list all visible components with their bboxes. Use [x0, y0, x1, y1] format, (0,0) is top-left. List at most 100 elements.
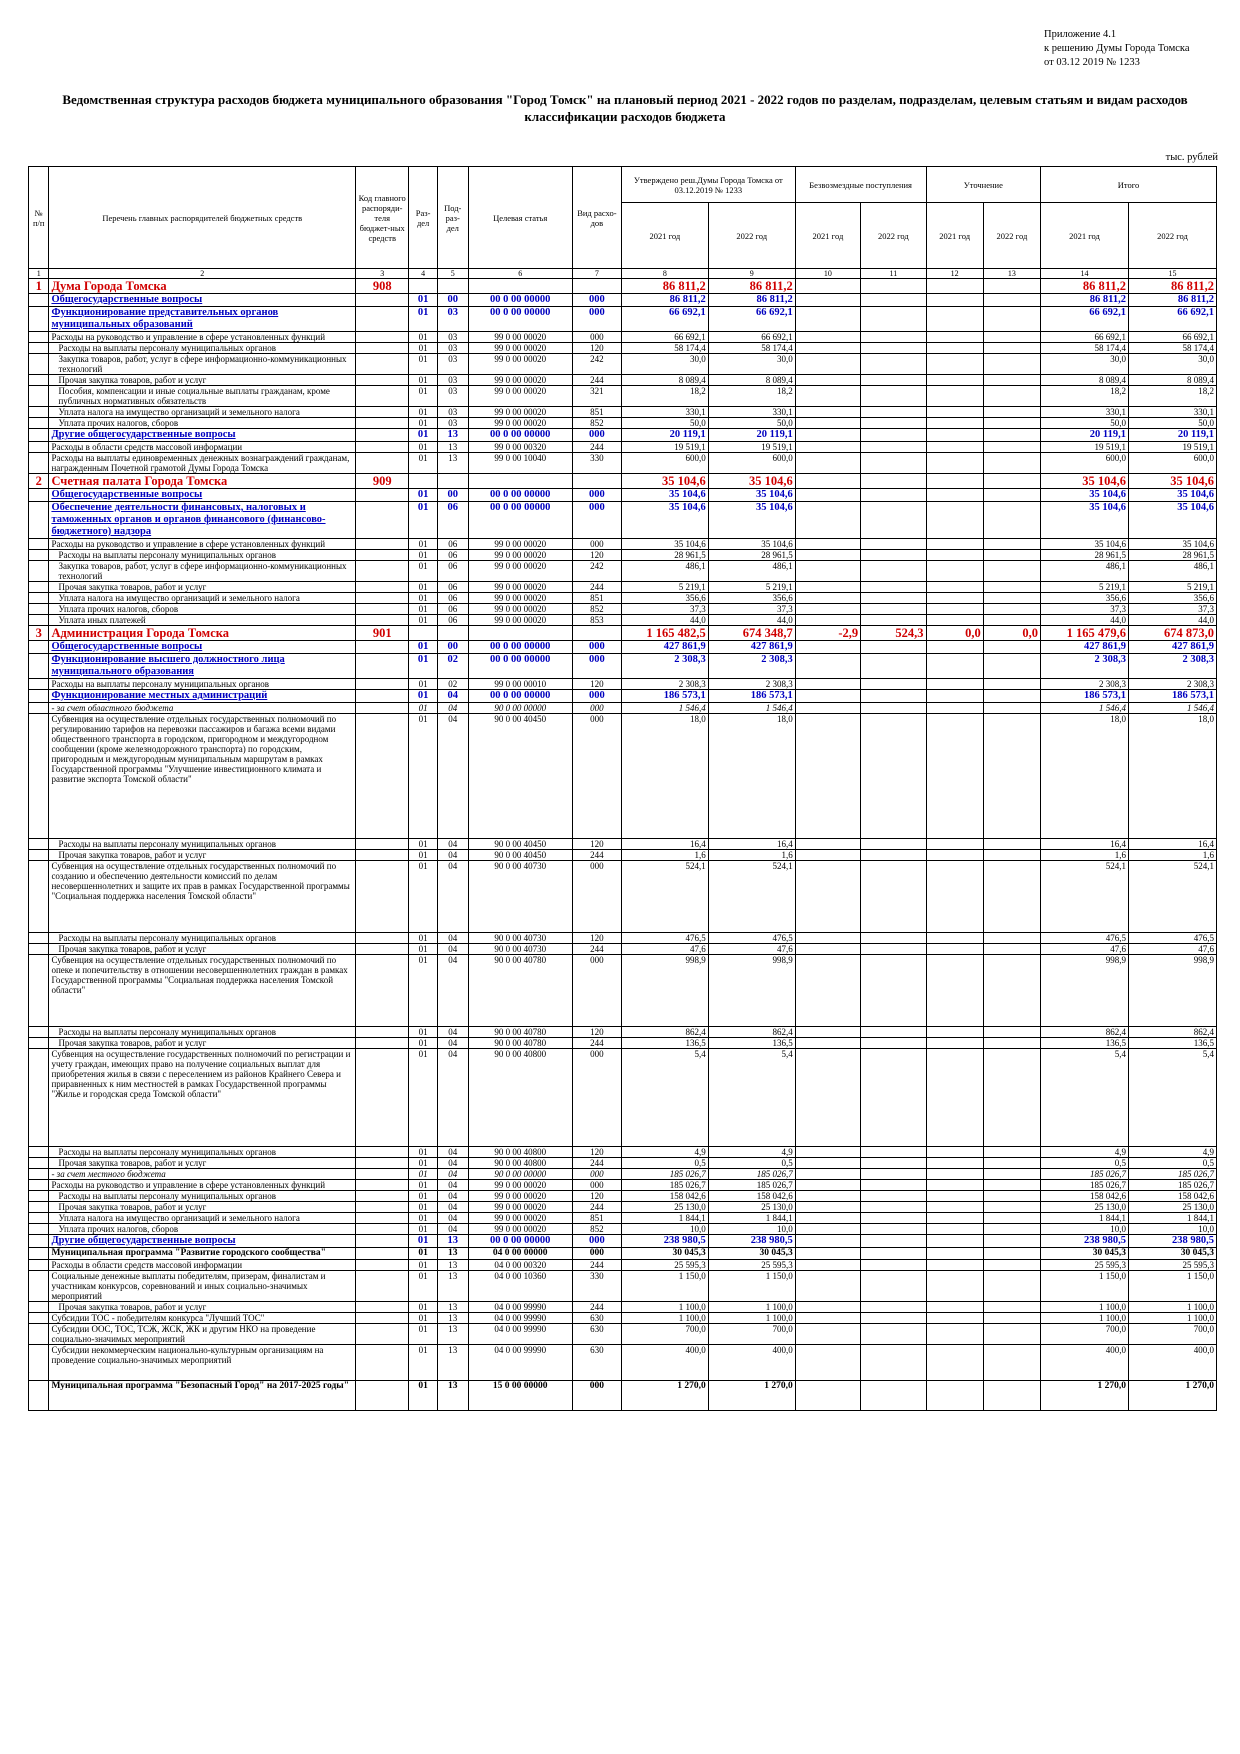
approved-2021-cell: 186 573,1: [620, 689, 709, 703]
clarify-2022-cell: [982, 603, 1042, 615]
name-cell: Общегосударственные вопросы: [48, 293, 357, 307]
approved-2021-cell: 35 104,6: [620, 488, 709, 502]
name-cell: Расходы на выплаты персоналу муниципальн…: [48, 678, 357, 690]
grants-2021-cell: [794, 954, 862, 1027]
section-cell: 01: [408, 1179, 438, 1191]
section-cell: 01: [408, 640, 438, 654]
num-cell: 1: [27, 278, 50, 294]
table-row: Расходы на выплаты персоналу муниципальн…: [27, 838, 1218, 850]
num-cell: [27, 614, 50, 626]
approved-2021-cell: 427 861,9: [620, 640, 709, 654]
approved-2022-cell: 238 980,5: [707, 1234, 796, 1248]
subsection-cell: 04: [436, 689, 469, 703]
clarify-2021-cell: [925, 1179, 984, 1191]
kind-cell: 000: [571, 1179, 622, 1191]
total-2022-cell: 58 174,4: [1127, 342, 1218, 354]
num-cell: [27, 1380, 50, 1411]
num-cell: [27, 1026, 50, 1038]
section-cell: 01: [408, 1380, 438, 1411]
approved-2021-cell: 19 519,1: [620, 441, 709, 453]
subsection-cell: 13: [436, 1247, 469, 1260]
approved-2021-cell: 28 961,5: [620, 549, 709, 561]
kind-cell: 000: [571, 293, 622, 307]
section-cell: 01: [408, 603, 438, 615]
section-cell: 01: [408, 1312, 438, 1324]
name-cell: Прочая закупка товаров, работ и услуг: [48, 849, 357, 861]
approved-2021-cell: 16,4: [620, 838, 709, 850]
clarify-2021-cell: [925, 932, 984, 944]
clarify-2021-cell: [925, 441, 984, 453]
table-row: Функционирование представительных органо…: [27, 306, 1218, 332]
section-cell: 01: [408, 1234, 438, 1248]
clarify-2021-cell: [925, 860, 984, 933]
table-row: Субсидии ООС, ТОС, ТСЖ, ЖСК, ЖК и другим…: [27, 1323, 1218, 1345]
subsection-cell: 06: [436, 549, 469, 561]
approved-2021-cell: 50,0: [620, 417, 709, 429]
target-cell: 00 0 00 00000: [467, 428, 573, 442]
target-cell: 99 0 00 00020: [467, 1190, 573, 1202]
clarify-2022-cell: [982, 331, 1042, 343]
total-2022-cell: 25 595,3: [1127, 1259, 1218, 1271]
clarify-2022-cell: [982, 278, 1042, 294]
total-2022-cell: 5 219,1: [1127, 581, 1218, 593]
grants-2022-cell: [860, 1037, 927, 1049]
target-cell: [467, 625, 573, 641]
total-2022-cell: 50,0: [1127, 417, 1218, 429]
name-cell: Расходы на руководство и управление в сф…: [48, 331, 357, 343]
name-cell: Социальные денежные выплаты победителям,…: [48, 1270, 357, 1302]
header-section: Раз-дел: [408, 166, 438, 269]
column-number: 6: [467, 268, 573, 279]
table-body: 1 Дума Города Томска 908 86 811,2 86 811,2 86…: [27, 278, 1218, 1411]
total-2021-cell: 8 089,4: [1040, 374, 1129, 386]
total-2021-cell: 25 130,0: [1040, 1201, 1129, 1213]
num-cell: [27, 501, 50, 539]
code-cell: [355, 342, 410, 354]
approved-2021-cell: 998,9: [620, 954, 709, 1027]
grants-2022-cell: [860, 331, 927, 343]
grants-2022-cell: [860, 689, 927, 703]
approved-2021-cell: 158 042,6: [620, 1190, 709, 1202]
total-2021-cell: 1,6: [1040, 849, 1129, 861]
grants-2022-cell: [860, 501, 927, 539]
name-cell: Субсидии некоммерческим национально-куль…: [48, 1344, 357, 1381]
approved-2021-cell: 1,6: [620, 849, 709, 861]
subsection-cell: 04: [436, 1179, 469, 1191]
name-cell: Субвенция на осуществление отдельных гос…: [48, 954, 357, 1027]
total-2022-cell: 1 100,0: [1127, 1312, 1218, 1324]
grants-2021-cell: [794, 1323, 862, 1345]
clarify-2021-cell: [925, 838, 984, 850]
grants-2022-cell: [860, 538, 927, 550]
target-cell: 90 0 00 00000: [467, 702, 573, 714]
section-cell: 01: [408, 1212, 438, 1224]
grants-2021-cell: [794, 473, 862, 489]
approved-2021-cell: 66 692,1: [620, 331, 709, 343]
subsection-cell: 02: [436, 678, 469, 690]
kind-cell: 852: [571, 1223, 622, 1235]
target-cell: 99 0 00 00320: [467, 441, 573, 453]
total-2022-cell: 427 861,9: [1127, 640, 1218, 654]
clarify-2021-cell: [925, 342, 984, 354]
total-2022-cell: 400,0: [1127, 1344, 1218, 1381]
target-cell: 04 0 00 00320: [467, 1259, 573, 1271]
grants-2022-cell: [860, 293, 927, 307]
clarify-2021-cell: [925, 678, 984, 690]
total-2021-cell: 66 692,1: [1040, 331, 1129, 343]
subsection-cell: 04: [436, 1157, 469, 1169]
target-cell: 90 0 00 40450: [467, 838, 573, 850]
table-row: Общегосударственные вопросы 01 00 00 0 00 0…: [27, 640, 1218, 654]
target-cell: 04 0 00 99990: [467, 1301, 573, 1313]
total-2021-cell: 1 165 479,6: [1040, 625, 1129, 641]
appendix-line-3: от 03.12 2019 № 1233: [1044, 57, 1140, 68]
total-2022-cell: 19 519,1: [1127, 441, 1218, 453]
table-row: Расходы на руководство и управление в сф…: [27, 538, 1218, 550]
code-cell: [355, 1323, 410, 1345]
code-cell: [355, 488, 410, 502]
target-cell: 90 0 00 40450: [467, 713, 573, 839]
name-cell: Администрация Города Томска: [48, 625, 357, 641]
header-target: Целевая статья: [467, 166, 573, 269]
grants-2022-cell: [860, 473, 927, 489]
grants-2022-cell: [860, 1259, 927, 1271]
total-2021-cell: 37,3: [1040, 603, 1129, 615]
total-2021-cell: 1 150,0: [1040, 1270, 1129, 1302]
subsection-cell: [436, 278, 469, 294]
